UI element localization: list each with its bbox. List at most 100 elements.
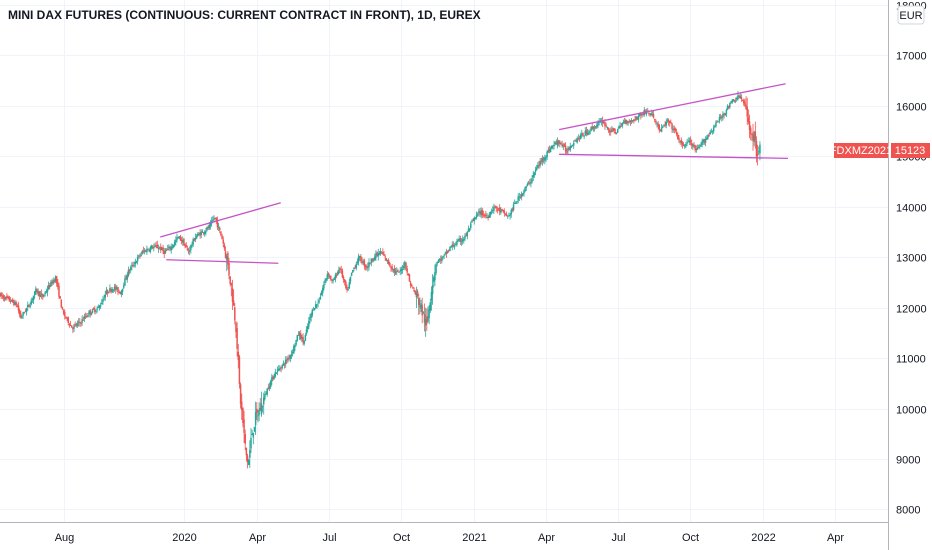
candle bbox=[678, 134, 680, 144]
candle bbox=[61, 306, 64, 311]
time-axis[interactable]: Aug 2020 Apr Jul Oct 2021 Apr Jul Oct 2022 Apr bbox=[55, 532, 845, 544]
candle bbox=[257, 409, 259, 423]
candle bbox=[405, 262, 407, 271]
candle bbox=[308, 317, 310, 330]
candle bbox=[268, 382, 271, 392]
candle bbox=[1, 292, 4, 300]
candle bbox=[704, 136, 707, 147]
candle bbox=[534, 166, 537, 176]
candle bbox=[120, 289, 123, 298]
candle bbox=[736, 96, 738, 102]
candle bbox=[589, 129, 591, 135]
candle bbox=[539, 158, 541, 168]
candle bbox=[667, 118, 670, 126]
candle bbox=[557, 139, 560, 147]
candle bbox=[47, 281, 50, 291]
candle bbox=[747, 109, 750, 125]
candle bbox=[745, 96, 747, 110]
candle bbox=[337, 270, 339, 276]
candle bbox=[116, 284, 118, 292]
candle bbox=[37, 288, 39, 297]
candle bbox=[187, 247, 190, 255]
trend-line-upper-2019[interactable] bbox=[160, 202, 281, 238]
candle bbox=[178, 235, 181, 240]
candle bbox=[148, 248, 150, 253]
candle bbox=[75, 322, 78, 328]
candle bbox=[716, 120, 718, 123]
candle bbox=[475, 211, 478, 220]
candle bbox=[269, 379, 272, 390]
candle bbox=[301, 334, 303, 343]
candle bbox=[17, 301, 20, 314]
trend-line-lower-2019[interactable] bbox=[166, 259, 279, 264]
candle bbox=[143, 248, 146, 255]
candle bbox=[694, 144, 696, 153]
candle bbox=[59, 295, 61, 299]
candle bbox=[364, 264, 367, 271]
candle bbox=[245, 447, 248, 462]
candle bbox=[48, 282, 51, 290]
candle bbox=[554, 140, 556, 146]
candle bbox=[618, 125, 620, 130]
candle bbox=[9, 297, 12, 304]
x-tick-label: Apr bbox=[827, 532, 844, 544]
candle bbox=[217, 222, 220, 231]
candle bbox=[70, 325, 73, 328]
candle bbox=[500, 207, 502, 215]
currency-button[interactable]: EUR bbox=[897, 5, 925, 25]
candle bbox=[633, 118, 635, 124]
candle bbox=[540, 157, 543, 165]
candle bbox=[578, 135, 581, 142]
candle bbox=[393, 265, 396, 277]
candle bbox=[548, 145, 551, 154]
candle bbox=[275, 371, 278, 374]
candle bbox=[606, 126, 609, 131]
candle bbox=[446, 250, 449, 254]
price-axis[interactable]: 8000900010000110001200013000140001500016… bbox=[896, 1, 927, 517]
candle bbox=[156, 240, 159, 249]
candle bbox=[342, 275, 345, 283]
candle bbox=[190, 244, 192, 254]
candle bbox=[243, 410, 245, 443]
candle bbox=[272, 375, 274, 382]
candle bbox=[90, 311, 93, 316]
candle bbox=[345, 280, 347, 290]
candle bbox=[751, 133, 753, 141]
candle bbox=[524, 186, 526, 193]
candle bbox=[317, 298, 319, 308]
candle bbox=[338, 266, 340, 275]
candle bbox=[5, 296, 7, 301]
x-tick-label: Jul bbox=[611, 532, 625, 544]
candle bbox=[546, 150, 548, 160]
candle bbox=[421, 297, 423, 324]
candle bbox=[142, 246, 145, 254]
candle bbox=[65, 316, 67, 320]
candle bbox=[291, 349, 294, 357]
trend-line-upper-2021[interactable] bbox=[558, 83, 786, 131]
candle bbox=[244, 429, 246, 451]
candle bbox=[132, 261, 134, 268]
candle bbox=[175, 236, 177, 246]
candle bbox=[22, 311, 24, 319]
candle bbox=[346, 284, 348, 293]
candle bbox=[119, 291, 122, 295]
candle bbox=[649, 113, 651, 117]
candle bbox=[663, 124, 665, 127]
candle bbox=[456, 238, 458, 247]
candle bbox=[114, 283, 117, 294]
candle bbox=[101, 298, 103, 305]
candle bbox=[662, 125, 664, 129]
candle bbox=[693, 141, 695, 148]
candle bbox=[505, 211, 508, 217]
trend-line-lower-2021[interactable] bbox=[559, 153, 789, 160]
candle bbox=[657, 121, 659, 130]
candle bbox=[81, 315, 83, 326]
candle bbox=[260, 391, 263, 417]
candle bbox=[685, 141, 687, 149]
candle bbox=[416, 289, 419, 299]
candle bbox=[238, 354, 241, 389]
y-tick-label: 13000 bbox=[896, 253, 927, 265]
candle bbox=[79, 317, 81, 327]
candle bbox=[422, 311, 425, 315]
